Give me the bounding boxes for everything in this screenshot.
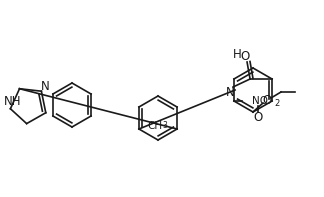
Text: O: O (253, 111, 262, 124)
Text: H: H (233, 47, 241, 60)
Text: 2: 2 (274, 98, 279, 108)
Text: NO: NO (252, 96, 268, 106)
Text: CH: CH (147, 121, 163, 131)
Text: 3: 3 (163, 122, 168, 130)
Text: O: O (240, 50, 250, 63)
Text: NH: NH (4, 95, 21, 108)
Text: N: N (226, 86, 235, 99)
Text: O: O (262, 94, 272, 107)
Text: N: N (41, 80, 50, 93)
